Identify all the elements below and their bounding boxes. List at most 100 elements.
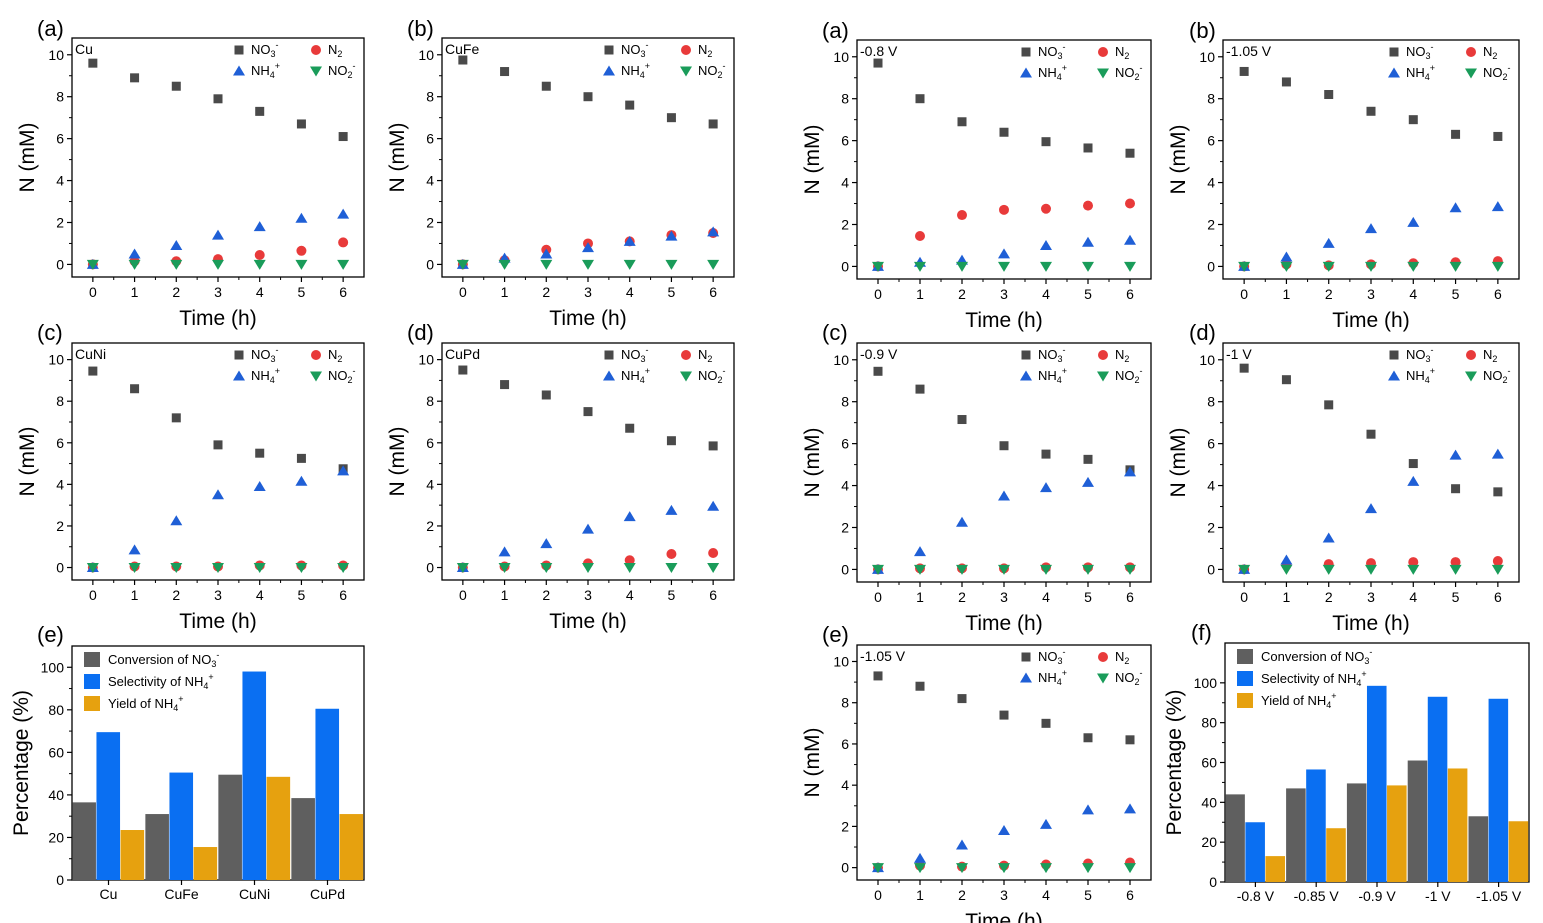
legend-swatch [84,696,100,711]
y-tick-label: 8 [426,393,434,409]
data-point [255,448,265,458]
scatter-panel-2: 0 1 2 3 4 5 6 0 2 4 6 8 10 Time (h) N (mM) (c) CuNi NO3- N… [16,320,365,633]
x-tick-label: 0 [874,286,882,302]
data-point [873,366,883,376]
x-tick-label: 4 [1042,589,1050,605]
legend-marker [233,370,245,381]
data-point [582,259,594,270]
y-axis-label: Percentage (%) [10,690,33,836]
data-point [1082,236,1094,247]
legend-label: N2 [1483,347,1497,364]
data-point [623,511,636,522]
y-axis-label: N (mM) [386,427,409,497]
y-tick-label: 0 [56,872,64,888]
data-point [998,863,1010,874]
data-point [540,538,553,549]
x-tick-label: 2 [542,587,550,603]
panel-label: (d) [407,320,434,345]
data-point [1408,557,1419,568]
data-point [1040,261,1052,272]
legend-marker [1389,350,1399,360]
bar [1387,785,1407,882]
data-point [583,407,593,417]
data-point [296,245,307,256]
y-tick-label: 2 [426,214,434,230]
data-point [957,415,967,425]
data-point [213,94,223,104]
data-point [1449,449,1462,460]
x-tick-label: 0 [874,887,882,903]
panel-label: (d) [1189,320,1216,345]
data-point [1125,198,1135,209]
data-point [253,259,266,270]
x-tick-label: 4 [626,587,634,603]
y-tick-label: 6 [1207,436,1215,452]
legend-marker [680,371,692,382]
x-tick-label: CuPd [310,886,345,902]
data-point [1040,863,1052,874]
plot-frame [441,342,735,581]
data-point [255,106,265,116]
x-tick-label: 3 [1367,286,1375,302]
data-point [1041,137,1051,147]
bar [72,802,96,880]
y-axis-label: N (mM) [801,728,824,798]
x-tick-label: CuNi [239,886,270,902]
data-point [999,127,1009,137]
legend-label: Selectivity of NH4+ [108,672,214,691]
x-tick-label: 5 [1084,887,1092,903]
x-tick-label: 2 [958,887,966,903]
x-axis-label: Time (h) [549,610,626,633]
data-point [998,248,1010,259]
y-tick-label: 60 [1201,755,1217,771]
data-point [1408,459,1418,469]
data-point [1322,261,1335,272]
x-tick-label: 1 [916,589,924,605]
data-point [1365,223,1377,234]
panel-title: CuPd [445,346,480,362]
x-tick-label: 5 [1452,286,1460,302]
legend-marker [1020,67,1032,78]
data-point [665,230,678,241]
x-tick-label: 0 [459,284,467,300]
plot-frame [71,37,365,278]
data-point [666,549,677,560]
y-tick-label: 0 [841,860,849,876]
data-point [540,563,553,574]
data-point [130,384,140,394]
y-tick-label: 2 [1207,519,1215,535]
x-tick-label: 1 [1283,286,1291,302]
data-point [1451,484,1461,494]
y-tick-label: 40 [1201,794,1217,810]
data-point [583,92,593,102]
plot-frame [856,644,1152,881]
legend-marker [1388,67,1400,78]
x-tick-label: 3 [584,284,592,300]
data-point [295,563,308,574]
data-point [999,204,1009,215]
legend-swatch [84,674,100,689]
data-point [296,453,306,463]
data-point [872,564,884,575]
data-point [666,113,676,123]
x-tick-label: 5 [1084,589,1092,605]
data-point [914,546,926,557]
data-point [130,73,140,83]
legend-marker [604,350,614,360]
y-tick-label: 0 [841,258,849,274]
y-tick-label: 0 [426,256,434,272]
legend-label: NH4+ [1038,366,1067,385]
scatter-panel-6: 0 1 2 3 4 5 6 0 2 4 6 8 10 Time (h) N (mM) (c) -0.9 V NO3… [801,320,1152,635]
y-tick-label: 0 [56,560,64,576]
data-point [1041,718,1051,728]
bar-panel-0: 0 20 40 60 80 100 Cu CuFe CuNi CuPd Percentage (%)… [10,622,365,902]
data-point [1365,564,1377,575]
y-axis-label: N (mM) [1167,428,1190,498]
data-point [1324,90,1334,100]
panel-label: (a) [822,18,849,43]
x-tick-label: 5 [1084,286,1092,302]
x-tick-label: 0 [1240,589,1248,605]
bar [1488,698,1509,882]
legend-marker [234,45,244,55]
legend-marker [234,350,244,360]
